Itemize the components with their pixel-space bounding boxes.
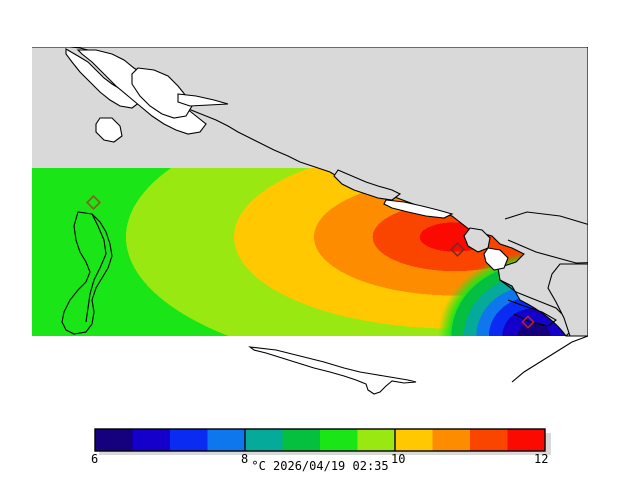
- departure-bay-spit: [383, 199, 454, 219]
- west-lake-outline: [61, 211, 113, 335]
- nanaimo-peninsula: [333, 169, 402, 201]
- colorbar[interactable]: [94, 428, 551, 455]
- station-markers-layer: [86, 195, 535, 329]
- station-marker-nanaimo[interactable]: [450, 242, 465, 257]
- colorbar-tick-label-12: 12: [534, 452, 549, 466]
- colorbar-band-7.5-8.0[interactable]: [207, 429, 246, 451]
- colorbar-band-6.5-7.0[interactable]: [132, 429, 171, 451]
- inlet-northwest: [65, 48, 141, 109]
- south-mainland-coast: [511, 335, 589, 383]
- colorbar-band-11.0-11.5[interactable]: [470, 429, 508, 451]
- southeast-inner-channel: [507, 299, 557, 327]
- colorbar-band-8.5-9.0[interactable]: [282, 429, 321, 451]
- west-river-outline: [85, 213, 107, 323]
- inlet-spit-east: [177, 93, 229, 107]
- newcastle-island: [463, 227, 491, 253]
- colorbar-tick-label-10: 10: [391, 452, 406, 466]
- colorbar-tick-label-6: 6: [91, 452, 99, 466]
- inlet-east-basin: [131, 67, 193, 119]
- colorbar-bands[interactable]: [95, 429, 546, 451]
- protection-island: [483, 247, 509, 271]
- south-shore-layer: [248, 335, 589, 395]
- station-marker-southeast[interactable]: [521, 315, 535, 329]
- sand-spit-island: [248, 346, 417, 395]
- colorbar-band-10.5-11.0[interactable]: [432, 429, 471, 451]
- colorbar-band-7.0-7.5[interactable]: [170, 429, 208, 451]
- colorbar-band-8.0-8.5[interactable]: [245, 429, 283, 451]
- colorbar-band-9.0-9.5[interactable]: [320, 429, 358, 451]
- colorbar-band-11.5-12.0[interactable]: [507, 429, 546, 451]
- west-lake-layer: [61, 211, 113, 335]
- colorbar-frame: [94, 428, 546, 452]
- colorbar-band-10.0-10.5[interactable]: [395, 429, 433, 451]
- colorbar-band-9.5-10.0[interactable]: [357, 429, 396, 451]
- colorbar-caption: °C 2026/04/19 02:35: [251, 459, 389, 473]
- station-marker-west-lake[interactable]: [86, 195, 101, 210]
- inlet-small-south: [95, 117, 123, 143]
- land-overlay-layer: [32, 46, 613, 337]
- colorbar-tick-label-8: 8: [241, 452, 249, 466]
- colorbar-band-6.0-6.5[interactable]: [95, 429, 133, 451]
